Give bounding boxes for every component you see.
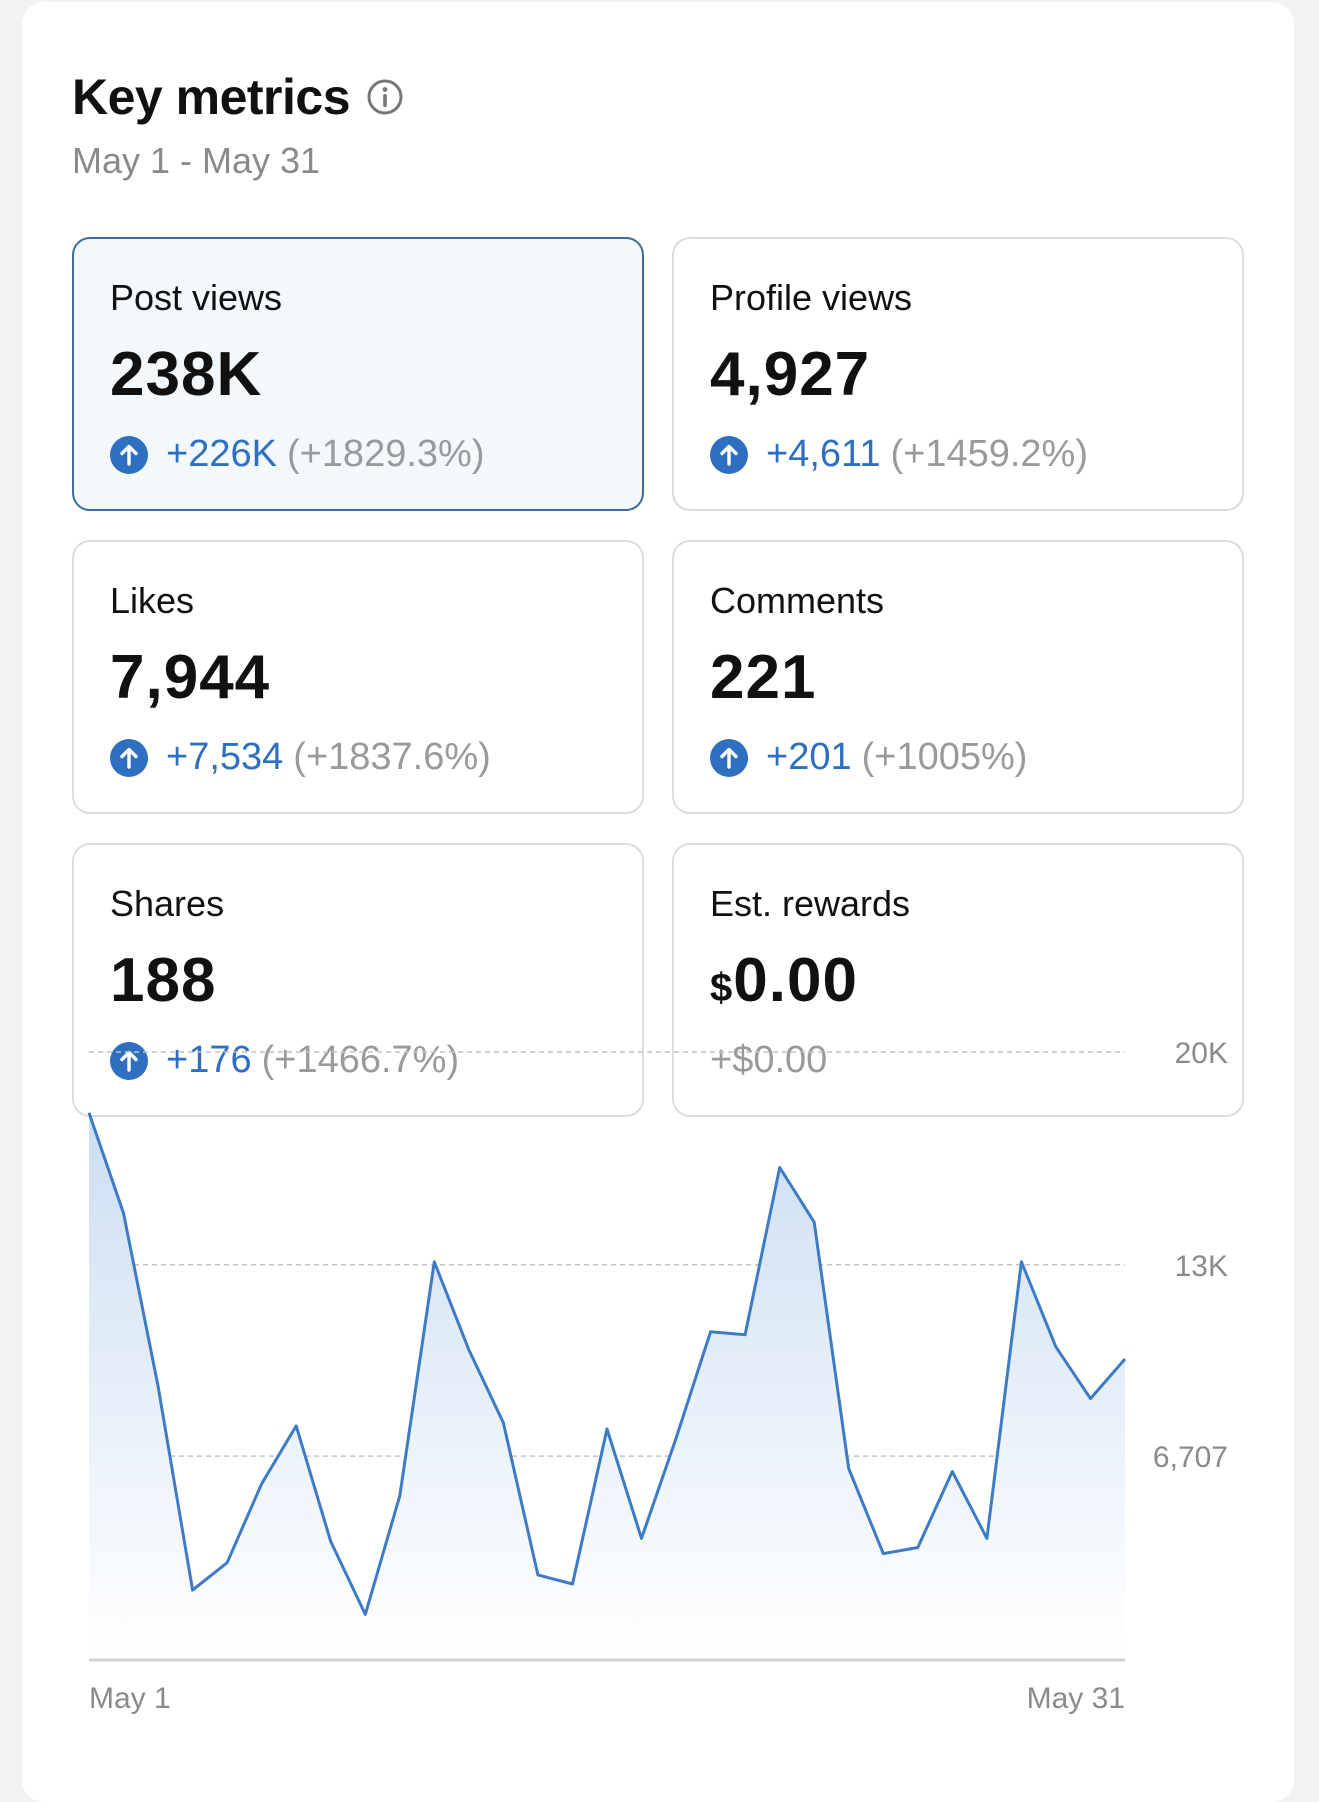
metric-card-shares[interactable]: Shares 188 +176 (+1466.7%) [72, 843, 644, 1117]
metric-value: 188 [110, 946, 217, 1015]
metric-card-profile-views[interactable]: Profile views 4,927 +4,611 (+1459.2%) [672, 237, 1244, 511]
x-tick-label: May 31 [1027, 1682, 1125, 1715]
metric-value: 7,944 [110, 643, 271, 712]
currency-symbol: $ [710, 966, 734, 1010]
delta-percent: (+1005%) [861, 736, 1028, 778]
metric-delta: +4,611 (+1459.2%) [710, 433, 1088, 476]
arrow-up-circle-icon [110, 435, 148, 474]
metric-label: Comments [710, 580, 885, 621]
delta-percent: (+1459.2%) [890, 433, 1088, 475]
delta-absolute: +$0.00 [710, 1039, 828, 1081]
metric-card-post-views[interactable]: Post views 238K +226K (+1829.3%) [72, 237, 644, 511]
header: Key metrics [72, 68, 404, 126]
metric-label: Likes [110, 580, 195, 621]
delta-percent: (+1829.3%) [286, 433, 485, 475]
info-circle-icon[interactable] [366, 78, 404, 116]
metric-value: 221 [710, 643, 817, 712]
arrow-up-circle-icon [110, 738, 148, 777]
delta-percent: (+1466.7%) [261, 1039, 460, 1081]
delta-absolute: +4,611 [766, 433, 881, 475]
metric-delta: +7,534 (+1837.6%) [110, 736, 491, 779]
delta-absolute: +7,534 [166, 736, 284, 778]
y-tick-label: 6,707 [1153, 1441, 1228, 1474]
arrow-up-circle-icon [710, 435, 748, 474]
arrow-up-circle-icon [710, 738, 748, 777]
chart-series-line [87, 1112, 1127, 1616]
metric-card-comments[interactable]: Comments 221 +201 (+1005%) [672, 540, 1244, 814]
metric-delta: +226K (+1829.3%) [110, 433, 484, 476]
chart-area-fill [89, 1112, 1125, 1660]
metric-delta: +$0.00 [710, 1039, 827, 1082]
page-title: Key metrics [72, 69, 351, 125]
metric-label: Est. rewards [710, 883, 911, 924]
post-views-chart: 20K 13K 6,707 May 1 May 31 [87, 1037, 1228, 1715]
key-metrics-panel: Key metrics May 1 - May 31 Post views 23… [22, 2, 1294, 1802]
y-tick-label: 20K [1175, 1037, 1228, 1070]
metric-value: $0.00 [710, 945, 858, 1016]
delta-percent: (+1837.6%) [293, 736, 491, 778]
delta-absolute: +201 [766, 736, 852, 778]
metric-value: 4,927 [710, 340, 871, 409]
metric-value-number: 0.00 [733, 946, 858, 1015]
delta-absolute: +176 [166, 1039, 252, 1081]
metric-value: 238K [110, 340, 263, 409]
metric-delta: +176 (+1466.7%) [110, 1039, 459, 1082]
metric-label: Shares [110, 883, 225, 924]
metric-card-likes[interactable]: Likes 7,944 +7,534 (+1837.6%) [72, 540, 644, 814]
y-tick-label: 13K [1175, 1250, 1228, 1283]
date-range: May 1 - May 31 [72, 140, 321, 181]
metric-label: Post views [110, 277, 283, 318]
delta-absolute: +226K [166, 433, 277, 475]
metric-delta: +201 (+1005%) [710, 736, 1027, 779]
metric-label: Profile views [710, 277, 913, 318]
x-tick-label: May 1 [89, 1682, 171, 1715]
metric-card-est-rewards[interactable]: Est. rewards $0.00 +$0.00 [672, 843, 1244, 1117]
